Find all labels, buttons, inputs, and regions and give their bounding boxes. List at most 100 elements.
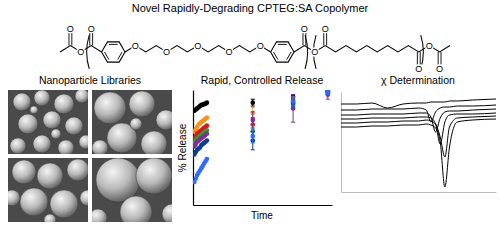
atom-label: O: [436, 64, 443, 74]
double-bond: [68, 33, 69, 46]
point: [326, 90, 331, 95]
particle: [54, 94, 74, 114]
line: [341, 116, 496, 157]
point: [205, 100, 210, 105]
atom-background: [67, 24, 75, 33]
point: [291, 99, 296, 104]
particle: [37, 163, 63, 189]
point: [291, 106, 296, 111]
point: [326, 90, 331, 95]
atom-label: O: [77, 47, 84, 57]
plot-area: [341, 99, 496, 187]
double-bond: [71, 33, 72, 46]
atom-background: [132, 41, 140, 50]
panel-title: Nanoparticle Libraries: [39, 74, 141, 86]
point: [205, 131, 210, 136]
ring-double-bond: [105, 52, 109, 60]
double-bond: [417, 52, 418, 65]
chart-title: Rapid, Controlled Release: [201, 74, 324, 86]
particle: [43, 111, 61, 129]
particle: [65, 117, 83, 135]
particle: [92, 140, 108, 154]
error-bar: [326, 90, 330, 99]
atom-background: [425, 41, 433, 50]
point: [205, 157, 210, 162]
atom-background: [415, 64, 423, 73]
error-bar: [251, 112, 255, 128]
atom-label: O: [225, 47, 232, 57]
particle: [34, 90, 50, 106]
particle: [33, 135, 51, 153]
double-bond: [323, 33, 324, 46]
particle: [13, 93, 31, 111]
double-bond: [438, 52, 439, 65]
atom-label: O: [194, 41, 201, 51]
plot-area: [193, 90, 330, 184]
error-bar: [251, 99, 255, 106]
particle: [94, 92, 126, 124]
particle: [136, 158, 172, 194]
axis-line: [341, 93, 342, 193]
double-bond: [302, 33, 303, 46]
particle: [30, 106, 38, 114]
ring-double-bond: [118, 52, 122, 60]
ring-double-bond: [287, 52, 291, 60]
bracket: [305, 35, 308, 69]
sem-image: [92, 90, 172, 154]
point: [250, 118, 255, 123]
particle: [96, 158, 140, 202]
chart-title: χ Determination: [381, 74, 455, 86]
particle: [67, 159, 88, 181]
error-bar: [291, 95, 295, 123]
particle: [18, 114, 38, 134]
particle: [50, 190, 78, 218]
y-axis-title: % Release: [177, 123, 188, 172]
point: [205, 115, 210, 120]
sem-image: [92, 158, 172, 222]
particle: [51, 129, 61, 139]
atom-label: O: [67, 24, 74, 34]
point: [205, 138, 210, 143]
x-axis-title: Time: [251, 210, 273, 221]
atom-background: [311, 47, 319, 56]
atom-label: O: [301, 24, 308, 34]
ring-double-bond: [278, 44, 287, 45]
double-bond: [420, 52, 421, 65]
atom-label: O: [311, 47, 318, 57]
error-bar: [291, 97, 295, 106]
ring-double-bond: [274, 52, 278, 60]
double-bond: [326, 33, 327, 46]
double-bond: [92, 33, 93, 46]
particle: [12, 160, 36, 184]
particle: [10, 138, 26, 154]
atom-background: [194, 41, 202, 50]
atom-background: [163, 47, 171, 56]
atom-background: [321, 24, 329, 33]
point: [250, 134, 255, 139]
bracket: [87, 35, 90, 69]
particle: [20, 188, 48, 216]
atom-background: [87, 24, 95, 33]
sem-image: [8, 158, 88, 222]
atom-label: O: [257, 41, 264, 51]
atom-label: O: [88, 24, 95, 34]
particle: [79, 135, 88, 149]
particle: [120, 196, 152, 222]
point: [250, 100, 255, 105]
ring-double-bond: [109, 44, 118, 45]
particle: [44, 214, 56, 222]
x-axis: [342, 192, 497, 193]
atom-label: O: [132, 41, 139, 51]
x-axis: [194, 205, 333, 206]
atom-label: O: [322, 24, 329, 34]
error-bar: [326, 90, 330, 95]
axis-line: [194, 205, 333, 206]
title: Novel Rapidly-Degrading CPTEG:SA Copolym…: [132, 2, 369, 14]
line: [341, 99, 496, 108]
particle: [162, 204, 172, 222]
particle: [58, 140, 74, 154]
atom-background: [436, 64, 444, 73]
sem-background: [8, 90, 88, 154]
double-bond: [89, 33, 90, 46]
sem-background: [8, 158, 88, 222]
